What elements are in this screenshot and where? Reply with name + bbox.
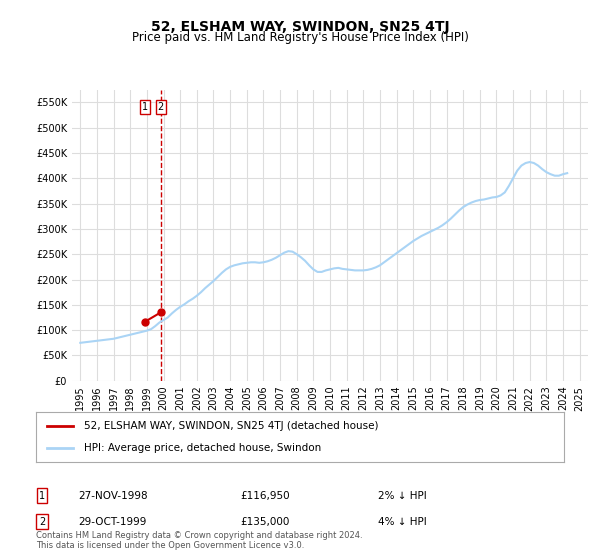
Text: 27-NOV-1998: 27-NOV-1998	[78, 491, 148, 501]
Text: £116,950: £116,950	[240, 491, 290, 501]
Text: 1: 1	[39, 491, 45, 501]
Text: 52, ELSHAM WAY, SWINDON, SN25 4TJ (detached house): 52, ELSHAM WAY, SWINDON, SN25 4TJ (detac…	[83, 421, 378, 431]
Text: HPI: Average price, detached house, Swindon: HPI: Average price, detached house, Swin…	[83, 443, 321, 453]
Text: 1: 1	[142, 102, 148, 113]
Point	[140, 317, 150, 326]
Text: 29-OCT-1999: 29-OCT-1999	[78, 517, 146, 527]
Text: 2: 2	[158, 102, 164, 113]
Text: 52, ELSHAM WAY, SWINDON, SN25 4TJ: 52, ELSHAM WAY, SWINDON, SN25 4TJ	[151, 20, 449, 34]
Point	[156, 308, 166, 317]
Text: Price paid vs. HM Land Registry's House Price Index (HPI): Price paid vs. HM Land Registry's House …	[131, 31, 469, 44]
Text: 2: 2	[39, 517, 45, 527]
Text: Contains HM Land Registry data © Crown copyright and database right 2024.
This d: Contains HM Land Registry data © Crown c…	[36, 530, 362, 550]
Text: 2% ↓ HPI: 2% ↓ HPI	[378, 491, 427, 501]
Text: 4% ↓ HPI: 4% ↓ HPI	[378, 517, 427, 527]
Text: £135,000: £135,000	[240, 517, 289, 527]
